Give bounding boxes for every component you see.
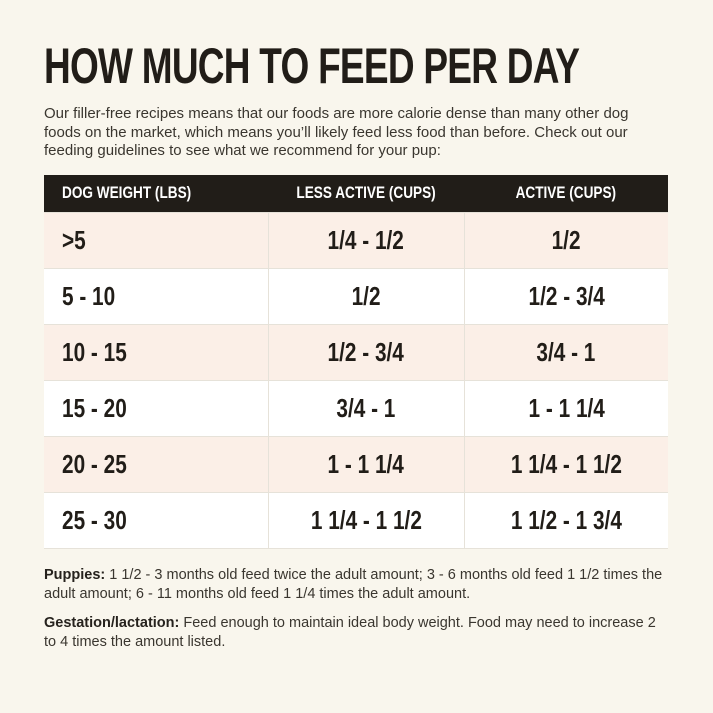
gestation-note-label: Gestation/lactation: xyxy=(44,614,180,631)
table-row: 20 - 25 1 - 1 1/4 1 1/4 - 1 1/2 xyxy=(44,435,668,492)
cell-dog-weight: 20 - 25 xyxy=(44,435,268,492)
cell-less-active: 1/4 - 1/2 xyxy=(267,211,464,268)
puppies-note-text: 1 1/2 - 3 months old feed twice the adul… xyxy=(44,566,663,602)
table-header-row: DOG WEIGHT (LBS) LESS ACTIVE (CUPS) ACTI… xyxy=(44,174,668,212)
cell-active: 1/2 - 3/4 xyxy=(463,267,668,324)
table-row: 5 - 10 1/2 1/2 - 3/4 xyxy=(44,267,668,324)
cell-dog-weight: 10 - 15 xyxy=(44,323,268,380)
cell-less-active: 1/2 xyxy=(267,267,464,324)
puppies-note-label: Puppies: xyxy=(44,566,106,583)
gestation-note: Gestation/lactation: Feed enough to main… xyxy=(44,614,669,652)
cell-less-active: 1 - 1 1/4 xyxy=(267,435,464,492)
gestation-note-text: Feed enough to maintain ideal body weigh… xyxy=(44,614,656,650)
cell-active: 1/2 xyxy=(463,211,668,268)
page-title: HOW MUCH TO FEED PER DAY xyxy=(44,40,669,92)
feeding-guide-card: HOW MUCH TO FEED PER DAY Our filler-free… xyxy=(44,40,669,652)
column-header-dog-weight: DOG WEIGHT (LBS) xyxy=(44,174,268,212)
cell-active: 1 - 1 1/4 xyxy=(463,379,668,436)
table-row: >5 1/4 - 1/2 1/2 xyxy=(44,211,668,268)
cell-dog-weight: 15 - 20 xyxy=(44,379,268,436)
table-row: 10 - 15 1/2 - 3/4 3/4 - 1 xyxy=(44,323,668,380)
feeding-table: DOG WEIGHT (LBS) LESS ACTIVE (CUPS) ACTI… xyxy=(44,174,668,549)
cell-less-active: 3/4 - 1 xyxy=(267,379,464,436)
cell-active: 3/4 - 1 xyxy=(463,323,668,380)
column-header-less-active: LESS ACTIVE (CUPS) xyxy=(268,174,464,212)
cell-active: 1 1/4 - 1 1/2 xyxy=(463,435,668,492)
table-row: 25 - 30 1 1/4 - 1 1/2 1 1/2 - 1 3/4 xyxy=(44,491,668,549)
page-title-text: HOW MUCH TO FEED PER DAY xyxy=(44,38,580,94)
intro-text: Our filler-free recipes means that our f… xyxy=(44,105,629,159)
table-row: 15 - 20 3/4 - 1 1 - 1 1/4 xyxy=(44,379,668,436)
column-header-active: ACTIVE (CUPS) xyxy=(464,174,668,212)
puppies-note: Puppies: 1 1/2 - 3 months old feed twice… xyxy=(44,566,669,604)
cell-dog-weight: 5 - 10 xyxy=(44,267,268,324)
cell-less-active: 1 1/4 - 1 1/2 xyxy=(267,491,464,549)
cell-dog-weight: >5 xyxy=(44,211,268,268)
cell-active: 1 1/2 - 1 3/4 xyxy=(463,491,668,549)
cell-dog-weight: 25 - 30 xyxy=(44,491,268,549)
cell-less-active: 1/2 - 3/4 xyxy=(267,323,464,380)
